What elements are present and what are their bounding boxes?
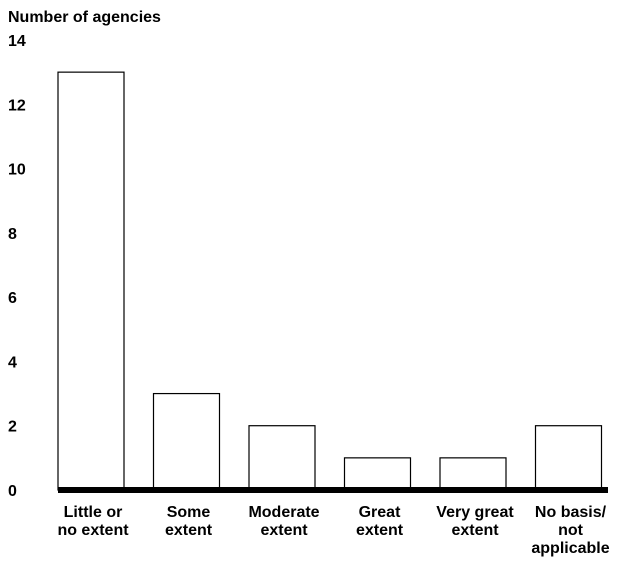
y-tick-label: 12 xyxy=(8,97,26,114)
x-category-label: Some extent xyxy=(165,504,213,539)
x-category-label-line: No basis/ xyxy=(535,504,607,521)
x-category-label-line: Very great xyxy=(436,504,514,521)
x-category-label: Little or no extent xyxy=(57,504,129,539)
y-tick-label: 6 xyxy=(8,290,17,307)
bar xyxy=(343,457,412,491)
x-category-label-line: extent xyxy=(165,522,213,539)
x-category-label: Moderate extent xyxy=(248,504,319,539)
x-category-label-line: Great xyxy=(359,504,401,521)
y-tick-label: 14 xyxy=(8,33,26,50)
x-category-label-line: extent xyxy=(451,522,499,539)
y-tick-label: 8 xyxy=(8,226,17,243)
bar xyxy=(152,392,221,491)
x-axis-line xyxy=(58,487,608,493)
x-category-label-line: Some xyxy=(167,504,211,521)
y-tick-label: 2 xyxy=(8,419,17,436)
x-category-label-line: Moderate xyxy=(248,504,319,521)
y-tick-label: 4 xyxy=(8,354,17,371)
x-category-label-line: extent xyxy=(260,522,308,539)
x-category-label-line: no extent xyxy=(57,522,129,539)
x-category-label-line: extent xyxy=(356,522,404,539)
bars xyxy=(57,71,603,491)
x-category-label: No basis/not applicable xyxy=(531,504,609,557)
y-tick-label: 0 xyxy=(8,483,17,500)
bar xyxy=(534,425,603,491)
x-category-label-line: not xyxy=(558,522,584,539)
y-tick-label: 10 xyxy=(8,162,26,179)
bar xyxy=(57,71,125,491)
bar xyxy=(248,425,316,491)
y-axis-title: Number of agencies xyxy=(8,9,161,26)
x-category-label-line: applicable xyxy=(531,540,609,557)
x-category-label-line: Little or xyxy=(64,504,123,521)
x-category-label: Great extent xyxy=(356,504,404,539)
bar xyxy=(439,457,507,491)
y-tick-labels: 0 2 4 6 8 10 12 14 xyxy=(8,33,26,500)
x-category-label: Very great extent xyxy=(436,504,514,539)
